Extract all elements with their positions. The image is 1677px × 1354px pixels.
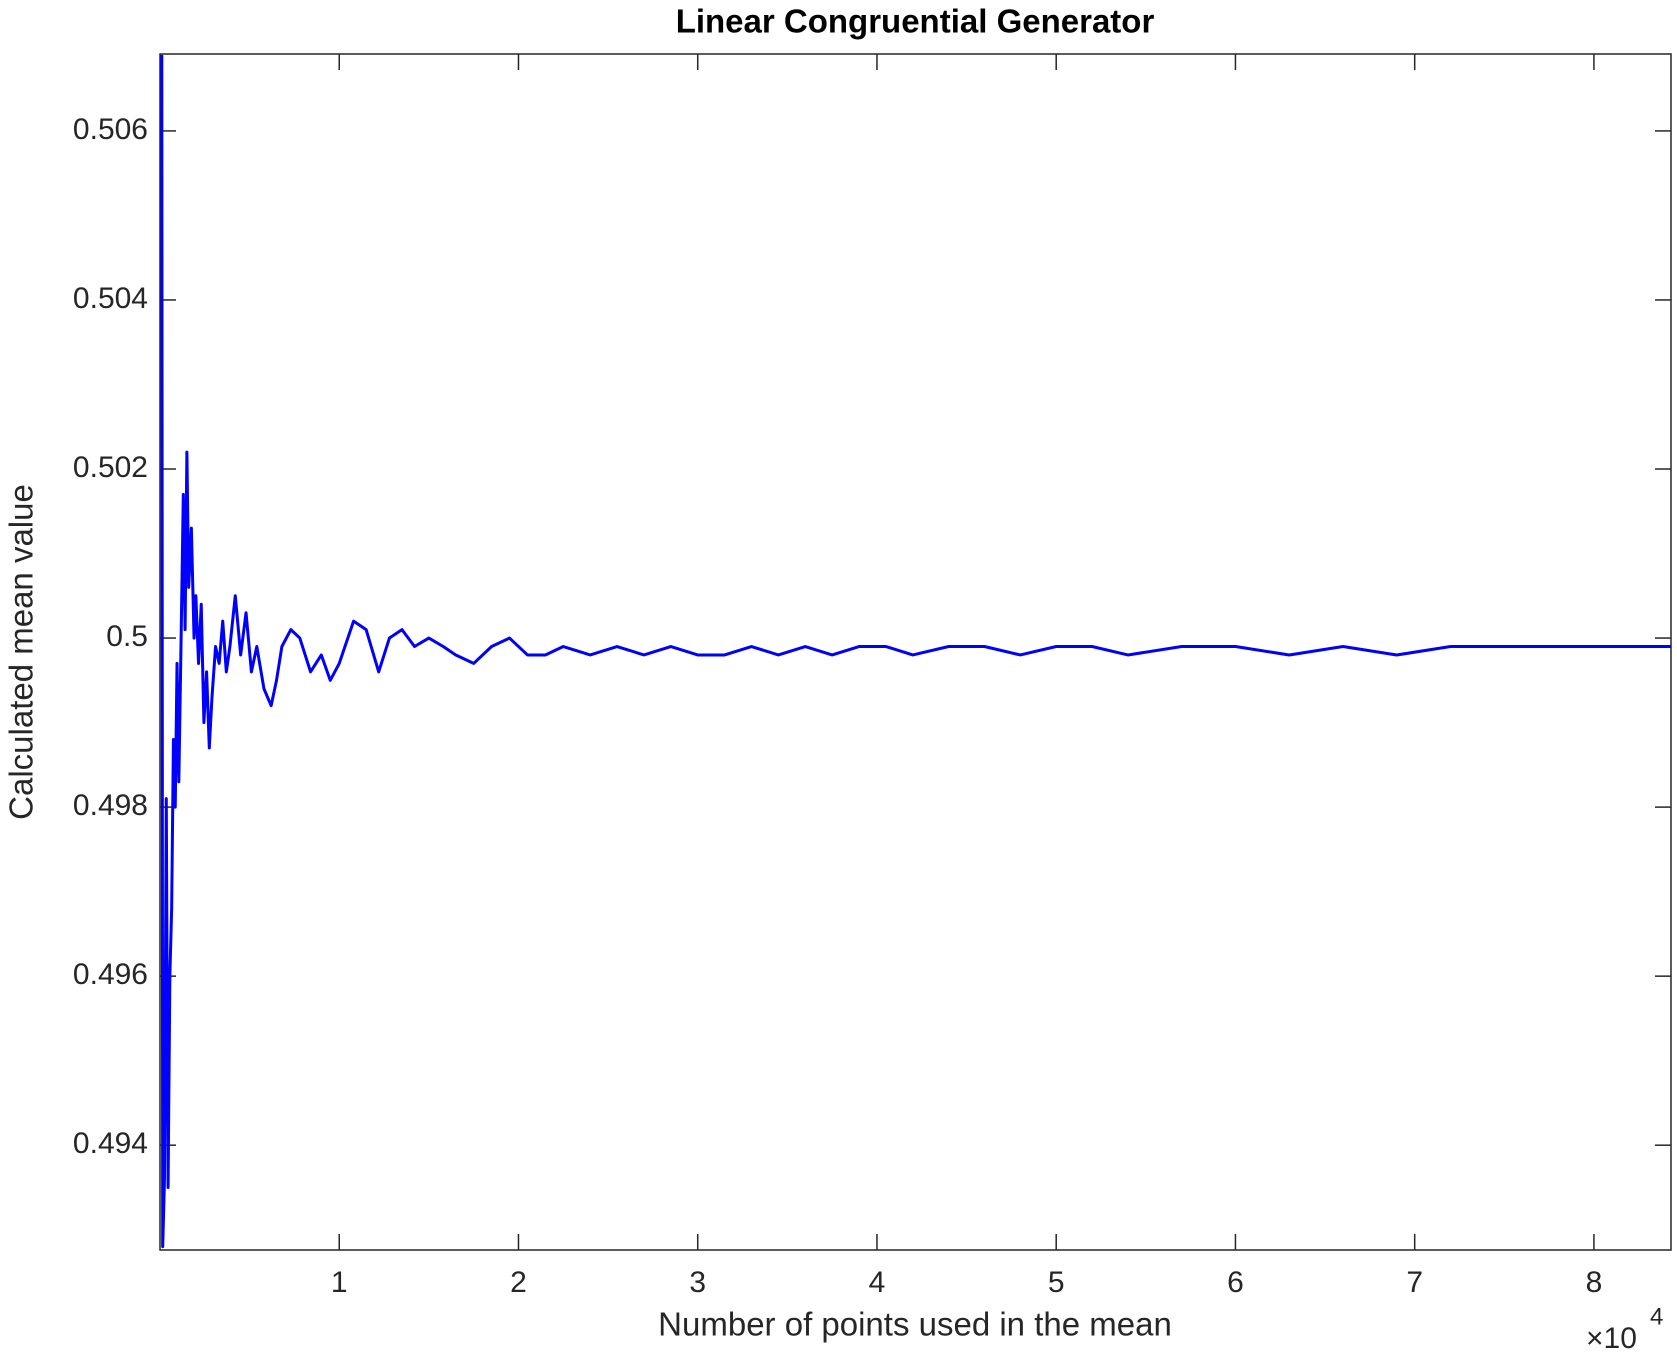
x-tick-label: 6 xyxy=(1227,1266,1244,1299)
x-tick-label: 5 xyxy=(1048,1266,1065,1299)
y-tick-label: 0.498 xyxy=(73,789,148,822)
x-tick-label: 7 xyxy=(1406,1266,1423,1299)
x-axis-label: Number of points used in the mean xyxy=(658,1306,1172,1343)
y-tick-label: 0.504 xyxy=(73,282,148,315)
y-tick-label: 0.496 xyxy=(73,958,148,991)
x-tick-label: 3 xyxy=(689,1266,706,1299)
y-tick-label: 0.494 xyxy=(73,1127,148,1160)
y-tick-label: 0.502 xyxy=(73,451,148,484)
y-tick-label: 0.5 xyxy=(106,620,148,653)
x-tick-label: 8 xyxy=(1586,1266,1603,1299)
y-axis-label: Calculated mean value xyxy=(3,484,40,820)
y-tick-label: 0.506 xyxy=(73,113,148,146)
x-multiplier-exponent: 4 xyxy=(1650,1303,1663,1330)
x-multiplier: ×10 xyxy=(1586,1322,1637,1354)
data-line xyxy=(160,54,1671,1249)
axes-box xyxy=(159,53,1672,1251)
x-tick-label: 1 xyxy=(331,1266,348,1299)
x-tick-label: 2 xyxy=(510,1266,527,1299)
x-tick-label: 4 xyxy=(869,1266,886,1299)
chart-title: Linear Congruential Generator xyxy=(676,3,1155,40)
